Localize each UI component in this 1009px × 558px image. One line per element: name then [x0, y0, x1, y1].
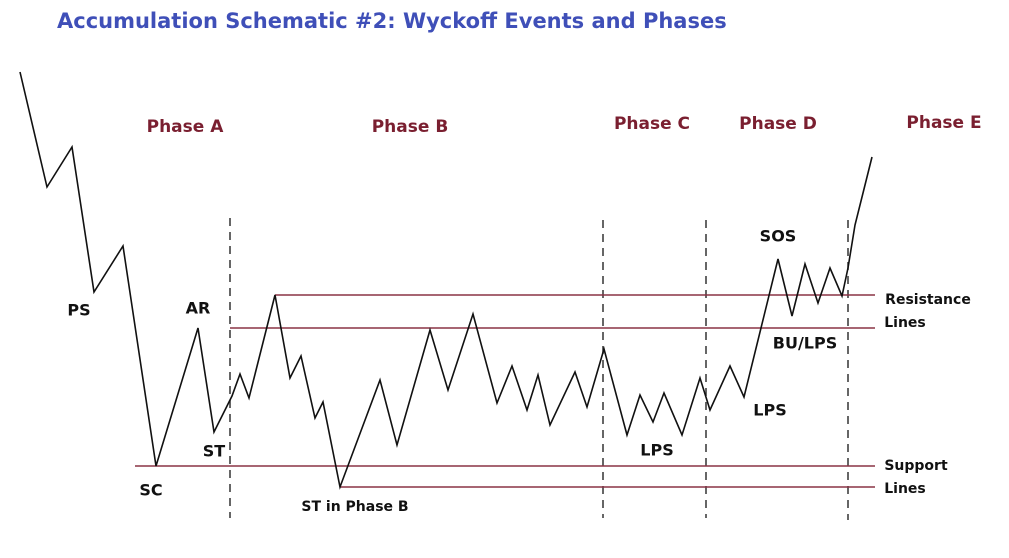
event-label: AR	[186, 299, 211, 318]
price-path	[19, 71, 873, 490]
event-label: LPS	[640, 441, 673, 460]
event-label: ST in Phase B	[301, 499, 408, 515]
phase-label: Phase D	[739, 114, 817, 134]
line-label: Resistance	[885, 292, 971, 308]
title: Accumulation Schematic #2: Wyckoff Event…	[57, 9, 727, 33]
event-label: BU/LPS	[773, 334, 837, 353]
event-label: LPS	[753, 401, 786, 420]
line-label: Lines	[884, 315, 926, 331]
event-label: SC	[139, 481, 162, 500]
phase-label: Phase A	[147, 117, 225, 137]
event-label: ST	[203, 442, 226, 461]
phase-label: Phase B	[372, 117, 449, 137]
line-label: Lines	[884, 481, 926, 497]
event-label: PS	[67, 301, 90, 320]
line-label: Support	[884, 458, 948, 474]
phase-label: Phase C	[614, 114, 690, 134]
event-label: SOS	[760, 227, 797, 246]
phase-label: Phase E	[906, 113, 981, 133]
